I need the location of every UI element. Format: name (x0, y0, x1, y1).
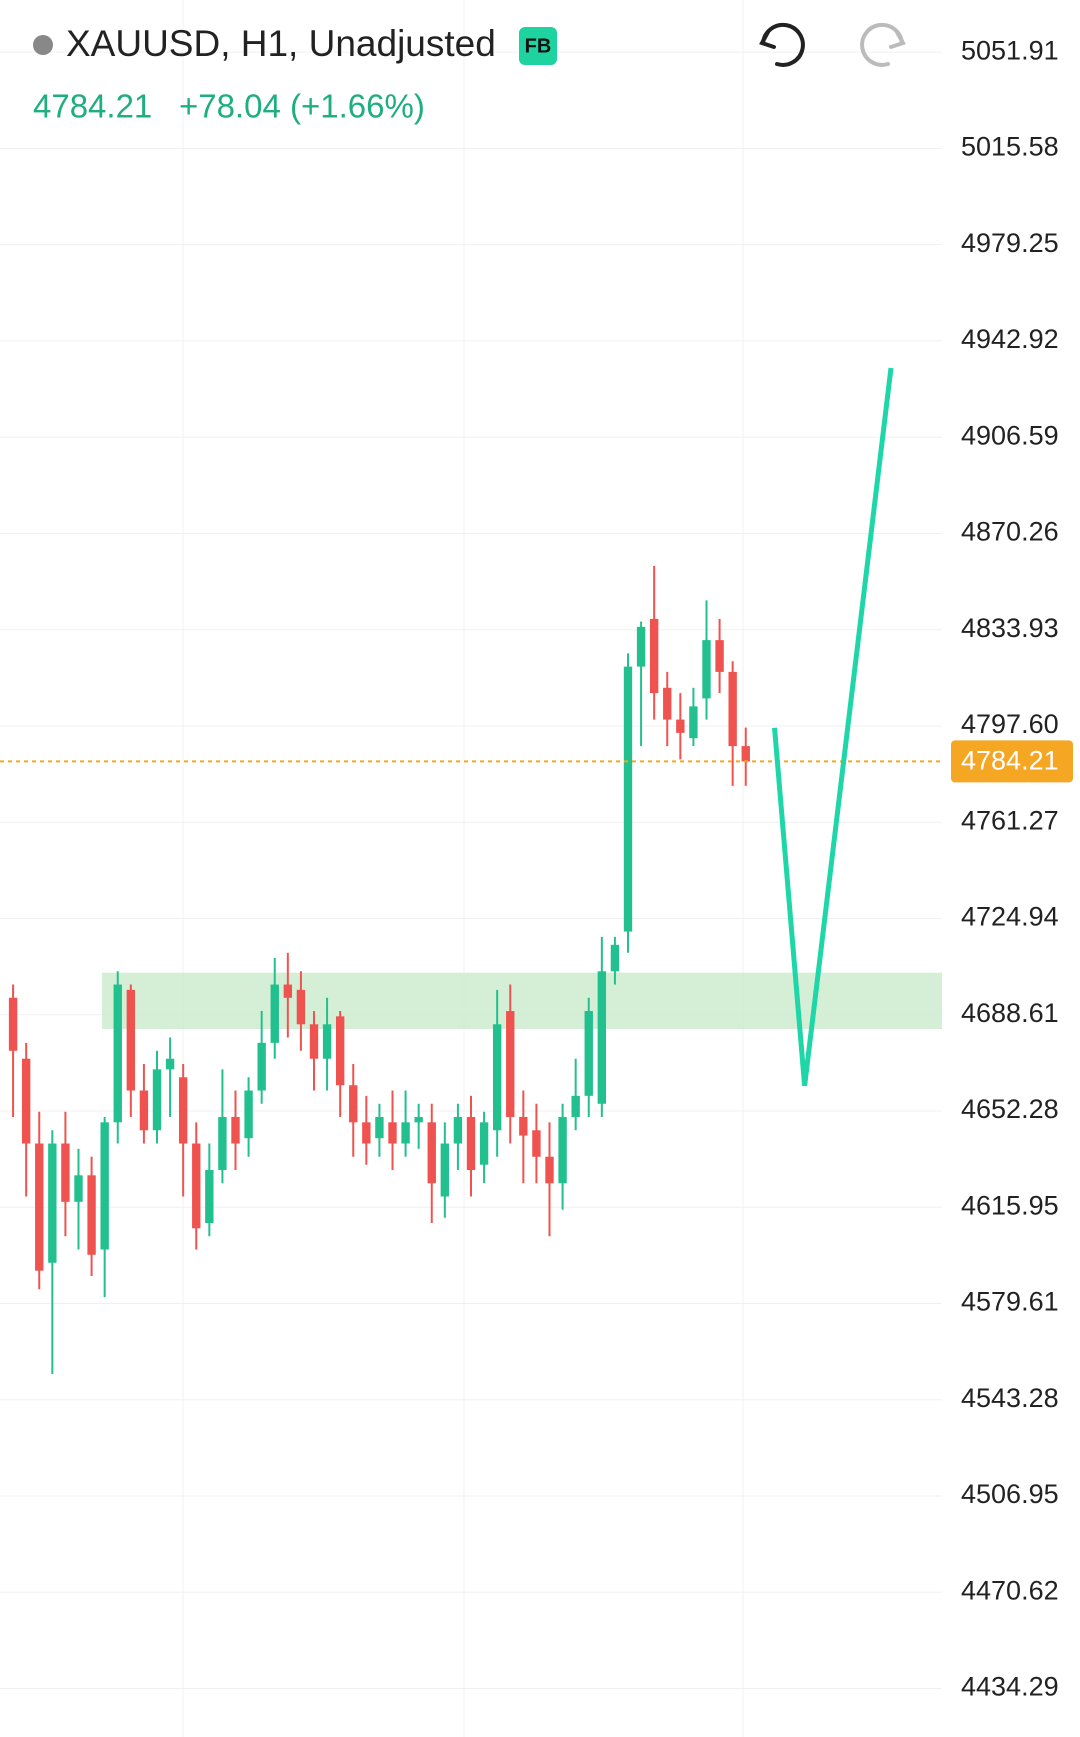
candle-body (610, 944, 620, 972)
badge-label: FB (525, 35, 552, 57)
y-tick-label: 4615.95 (961, 1190, 1059, 1220)
candle-body (218, 1117, 227, 1171)
y-tick-label: 4688.61 (961, 998, 1059, 1028)
candle-body (728, 671, 737, 747)
candle-body (466, 1117, 476, 1171)
y-tick-label: 5051.91 (961, 35, 1059, 65)
candle-body (649, 618, 659, 694)
candle-body (244, 1090, 253, 1139)
candle-body (427, 1122, 436, 1184)
y-axis: 5051.91 5015.58 4979.25 4942.92 4906.59 4870.… (951, 35, 1073, 1702)
candle-body (636, 626, 646, 667)
candle-body (139, 1090, 149, 1131)
candle-body (270, 984, 279, 1043)
y-tick-label: 4506.95 (961, 1479, 1059, 1509)
candle-body (349, 1085, 358, 1123)
redo-button[interactable] (860, 22, 906, 67)
y-tick-label: 4579.61 (961, 1287, 1059, 1317)
candle-body (257, 1042, 266, 1091)
candle-body (571, 1095, 580, 1118)
candle-body (8, 997, 18, 1051)
candle-body (126, 989, 136, 1091)
header: XAUUSD, H1, Unadjusted FB 4784.21 +78.04… (33, 22, 906, 125)
candle-body (48, 1143, 57, 1263)
y-tick-label: 4543.28 (961, 1383, 1059, 1413)
candle-body (35, 1143, 44, 1271)
candle-body (492, 1024, 502, 1131)
candle-body (74, 1175, 83, 1202)
candle-body (21, 1058, 31, 1144)
candle-body (676, 719, 685, 733)
y-tick-label: 4833.93 (961, 613, 1059, 643)
candle-body (702, 640, 711, 699)
candle-body (335, 1016, 345, 1086)
candle-body (506, 1011, 515, 1118)
candle-body (309, 1024, 319, 1059)
candle-body (375, 1117, 384, 1139)
candle-body (152, 1069, 162, 1131)
candle-body (61, 1143, 70, 1202)
candle-body (205, 1170, 214, 1224)
candle-body (532, 1130, 541, 1157)
price-tag-label: 4784.21 (961, 746, 1059, 776)
candle-body (100, 1122, 109, 1250)
candle-body (715, 640, 724, 672)
candle-body (519, 1117, 528, 1136)
candle-body (322, 1024, 332, 1059)
badge[interactable] (519, 27, 557, 65)
y-tick-label: 4724.94 (961, 902, 1059, 932)
candle-body (584, 1011, 593, 1096)
candle-body (192, 1143, 201, 1229)
candle-body (388, 1122, 397, 1144)
candle-body (414, 1117, 423, 1123)
status-dot (33, 35, 53, 55)
projection-line (772, 367, 894, 1087)
candle-body (689, 706, 698, 739)
candle-body (545, 1156, 554, 1184)
y-tick-label: 4761.27 (961, 805, 1059, 835)
plot-area (0, 51, 943, 1690)
candle-body (597, 971, 607, 1104)
y-tick-label: 4942.92 (961, 324, 1059, 354)
candle-body (741, 746, 750, 762)
price-tag (951, 740, 1073, 783)
y-tick-label: 4797.60 (961, 709, 1059, 739)
support-zone (102, 972, 943, 1030)
candle-body (283, 984, 293, 998)
candle-body (663, 687, 672, 720)
candle-body (296, 989, 306, 1025)
candle-body (440, 1143, 450, 1197)
candle-body (401, 1122, 410, 1144)
candle-body (178, 1077, 188, 1144)
price-change: +78.04 (+1.66%) (179, 88, 425, 125)
y-tick-label: 4652.28 (961, 1094, 1059, 1124)
candle-body (87, 1175, 96, 1255)
y-tick-label: 4906.59 (961, 420, 1059, 450)
undo-curve (761, 22, 805, 67)
chart-title: XAUUSD, H1, Unadjusted (66, 23, 496, 64)
candle-body (558, 1117, 567, 1184)
y-tick-label: 4470.62 (961, 1575, 1059, 1605)
candle-body (231, 1117, 240, 1144)
candle-body (479, 1122, 489, 1165)
redo-curve (860, 22, 904, 67)
undo-button[interactable] (759, 22, 805, 67)
candle-body (113, 984, 122, 1123)
candle-body (623, 666, 633, 932)
y-tick-label: 4870.26 (961, 517, 1059, 547)
candle-body (362, 1122, 371, 1144)
last-price: 4784.21 (33, 88, 152, 125)
y-tick-label: 4979.25 (961, 228, 1059, 258)
y-tick-label: 5015.58 (961, 132, 1059, 162)
y-tick-label: 4434.29 (961, 1672, 1059, 1702)
candle-body (453, 1117, 463, 1144)
candle-body (165, 1058, 175, 1070)
